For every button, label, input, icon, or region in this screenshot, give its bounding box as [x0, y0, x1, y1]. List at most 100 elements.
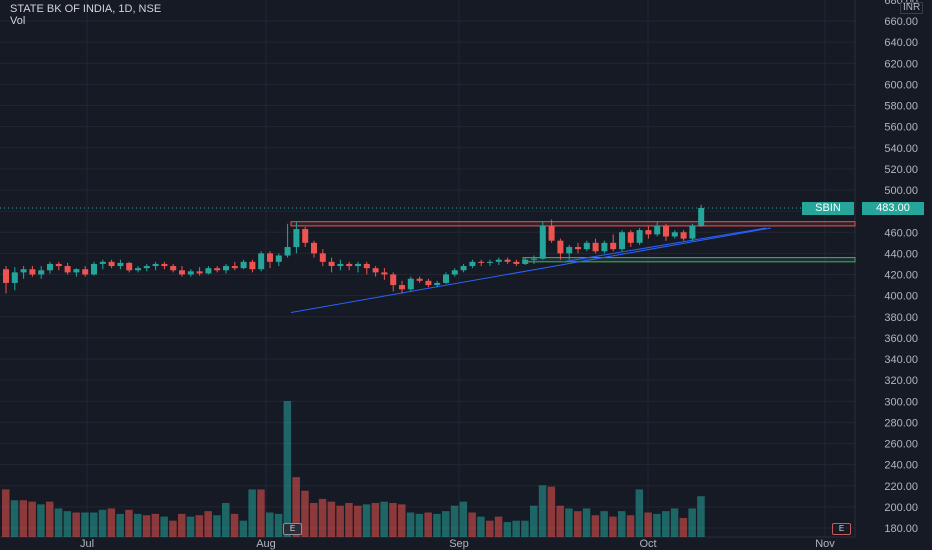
candle-body — [117, 262, 124, 267]
price-tick-label[interactable]: 580.00 — [884, 101, 918, 113]
candle-body — [82, 269, 89, 275]
volume-bar — [98, 509, 107, 537]
earnings-event-icon[interactable]: E — [283, 523, 302, 535]
candle-body — [425, 280, 432, 286]
candle-body — [592, 242, 599, 252]
volume-bar — [116, 513, 124, 537]
volume-label[interactable]: Vol — [10, 15, 26, 27]
volume-bar — [600, 511, 608, 537]
candle-body — [91, 263, 97, 275]
candle-body — [443, 274, 449, 283]
candle-body — [205, 268, 212, 274]
candle-body — [416, 278, 423, 281]
time-tick-label[interactable]: Nov — [815, 538, 835, 550]
candle-body — [355, 263, 361, 267]
price-tick-label[interactable]: 420.00 — [884, 270, 918, 282]
volume-bar — [125, 509, 133, 537]
candle-body — [636, 230, 643, 243]
candle-body — [671, 232, 678, 237]
candle-body — [548, 225, 555, 241]
volume-bar — [257, 489, 265, 537]
candle-body — [231, 266, 238, 269]
price-tick-label[interactable]: 340.00 — [884, 354, 918, 366]
price-tick-label[interactable]: 520.00 — [884, 164, 918, 176]
price-tick-label[interactable]: 180.00 — [884, 523, 918, 535]
price-tick-label[interactable]: 680.00 — [884, 0, 918, 7]
volume-bar — [10, 500, 19, 537]
volume-bar — [530, 505, 538, 537]
time-tick-label[interactable]: Sep — [449, 538, 469, 550]
candle-body — [29, 269, 36, 275]
price-tick-label[interactable]: 640.00 — [884, 37, 918, 49]
price-tick-label[interactable]: 400.00 — [884, 291, 918, 303]
candle-body — [55, 263, 62, 267]
candle-body — [73, 269, 80, 273]
price-tick-label[interactable]: 360.00 — [884, 333, 918, 345]
trendline-main — [290, 227, 771, 314]
price-tick-label[interactable]: 440.00 — [884, 248, 918, 260]
volume-bar — [653, 513, 661, 537]
volume-bar — [556, 505, 564, 537]
volume-bar — [266, 512, 274, 537]
volume-bar — [107, 508, 116, 537]
candle-body — [38, 270, 45, 275]
price-tick-label[interactable]: 300.00 — [884, 396, 918, 408]
volume-bar — [635, 489, 644, 537]
symbol-title[interactable]: STATE BK OF INDIA, 1D, NSE — [10, 3, 162, 15]
volume-bar — [186, 516, 195, 537]
price-tick-label[interactable]: 540.00 — [884, 143, 918, 155]
time-tick-label[interactable]: Aug — [256, 538, 276, 550]
price-tick-label[interactable]: 220.00 — [884, 481, 918, 493]
volume-bar — [292, 477, 300, 537]
candle-body — [275, 255, 282, 262]
volume-bar — [477, 516, 485, 537]
candle-body — [170, 266, 177, 271]
volume-bar — [609, 516, 617, 537]
volume-bar — [362, 504, 371, 537]
price-tick-label[interactable]: 560.00 — [884, 122, 918, 134]
price-tick-label[interactable]: 200.00 — [884, 502, 918, 514]
earnings-upcoming-icon[interactable]: E — [832, 523, 851, 535]
candle-body — [627, 232, 634, 243]
volume-bar — [450, 505, 459, 537]
price-tick-label[interactable]: 620.00 — [884, 58, 918, 70]
volume-bar — [644, 512, 652, 537]
price-tick-label[interactable]: 380.00 — [884, 312, 918, 324]
candle-body — [311, 242, 317, 254]
candle-body — [135, 268, 141, 271]
candle-body — [698, 207, 705, 226]
volume-bars — [2, 401, 705, 537]
time-tick-label[interactable]: Oct — [639, 538, 656, 550]
price-tick-label[interactable]: 260.00 — [884, 439, 918, 451]
time-axis[interactable]: Jul Aug Sep Oct Nov — [80, 538, 835, 550]
volume-bar — [486, 520, 494, 537]
price-tick-label[interactable]: 660.00 — [884, 16, 918, 28]
volume-bar — [169, 520, 177, 537]
volume-bar — [371, 503, 380, 537]
chart-annotations[interactable] — [290, 221, 856, 314]
price-tick-label[interactable]: 240.00 — [884, 460, 918, 472]
price-tick-label[interactable]: 460.00 — [884, 227, 918, 239]
volume-bar — [46, 501, 54, 537]
time-tick-label[interactable]: Jul — [80, 538, 94, 550]
last-price-label: 483.00 — [862, 202, 924, 215]
candle-body — [302, 229, 309, 243]
volume-bar — [433, 513, 441, 537]
price-axis[interactable]: 680.00 660.00 640.00 620.00 600.00 580.00 560.… — [884, 0, 918, 535]
price-tick-label[interactable]: 280.00 — [884, 417, 918, 429]
candle-body — [3, 269, 9, 283]
volume-bar — [345, 503, 353, 537]
volume-bar — [54, 508, 63, 537]
volume-bar — [398, 504, 406, 537]
candle-body — [223, 266, 229, 271]
price-tick-label[interactable]: 600.00 — [884, 79, 918, 91]
candle-body — [513, 261, 520, 264]
price-tick-label[interactable]: 320.00 — [884, 375, 918, 387]
candle-body — [161, 263, 168, 267]
currency-label[interactable]: INR — [900, 2, 924, 14]
candle-body — [143, 266, 150, 269]
volume-bar — [336, 505, 344, 537]
price-tick-label[interactable]: 500.00 — [884, 185, 918, 197]
volume-bar — [134, 513, 142, 537]
